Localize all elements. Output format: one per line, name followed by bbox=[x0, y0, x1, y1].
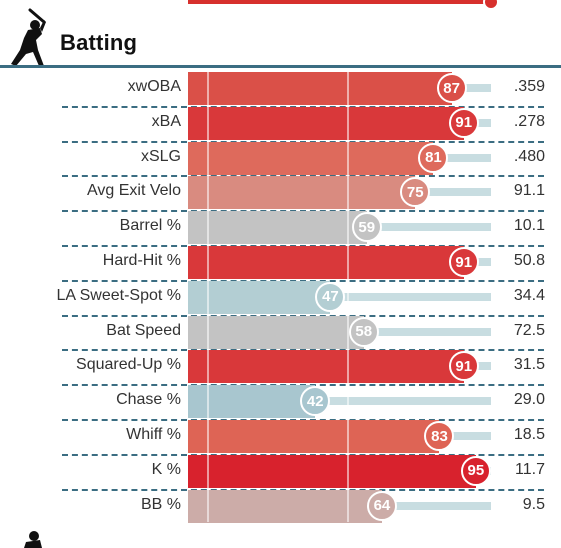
percentile-bubble: 91 bbox=[448, 247, 479, 277]
percentile-bar bbox=[188, 246, 464, 279]
stat-row: Chase % 42 29.0 bbox=[0, 385, 561, 420]
percentile-bar bbox=[188, 141, 434, 175]
pitcher-icon bbox=[24, 531, 42, 548]
metric-label: BB % bbox=[140, 495, 181, 513]
stat-row: Barrel % 59 10.1 bbox=[0, 211, 561, 246]
percentile-bubble: 47 bbox=[315, 281, 346, 312]
stat-row: xSLG 81 .480 bbox=[0, 141, 561, 177]
metric-label: xBA bbox=[151, 112, 181, 130]
percentile-track bbox=[188, 397, 491, 406]
percentile-bubble: 58 bbox=[348, 316, 379, 347]
percentile-bar bbox=[188, 489, 382, 523]
metric-value: 50.8 bbox=[513, 252, 545, 269]
percentile-bar bbox=[188, 176, 416, 210]
metric-value: 91.1 bbox=[513, 182, 545, 200]
percentile-bar bbox=[188, 420, 440, 453]
percentile-bubble: 81 bbox=[418, 142, 449, 173]
stat-row: K % 95 11.7 bbox=[0, 454, 561, 490]
metric-value: 9.5 bbox=[522, 495, 545, 513]
percentile-bubble: 91 bbox=[448, 351, 479, 382]
stat-row: xwOBA 87 .359 bbox=[0, 72, 561, 107]
percentile-bar bbox=[188, 385, 316, 419]
percentile-bar bbox=[188, 454, 476, 488]
percentile-bubble: 87 bbox=[436, 73, 467, 103]
metric-label: LA Sweet-Spot % bbox=[56, 286, 181, 304]
metric-value: .480 bbox=[513, 147, 545, 165]
percentile-bar bbox=[188, 72, 452, 105]
stat-row: xBA 91 .278 bbox=[0, 106, 561, 142]
percentile-bubble: 95 bbox=[460, 455, 491, 486]
percentile-bar bbox=[188, 350, 464, 384]
percentile-bubble: 64 bbox=[366, 490, 397, 521]
percentile-bubble: 42 bbox=[300, 386, 331, 417]
stat-row: Hard-Hit % 91 50.8 bbox=[0, 246, 561, 281]
previous-section-bar bbox=[188, 0, 491, 4]
percentile-bubble: 83 bbox=[424, 421, 455, 451]
metric-value: 18.5 bbox=[513, 426, 545, 443]
metric-label: Whiff % bbox=[126, 426, 181, 443]
metric-label: Hard-Hit % bbox=[102, 252, 181, 269]
percentile-bar bbox=[188, 211, 367, 245]
section-title: Batting bbox=[60, 30, 138, 55]
stat-row: BB % 64 9.5 bbox=[0, 489, 561, 525]
midline-50 bbox=[347, 72, 349, 522]
metric-label: Squared-Up % bbox=[76, 356, 181, 374]
metric-label: K % bbox=[151, 460, 181, 478]
stat-row: Bat Speed 58 72.5 bbox=[0, 315, 561, 351]
metric-label: Barrel % bbox=[119, 217, 181, 235]
metric-value: 34.4 bbox=[513, 286, 545, 304]
percentile-bubble: 75 bbox=[400, 177, 431, 208]
stat-row: Whiff % 83 18.5 bbox=[0, 420, 561, 455]
stat-row: Squared-Up % 91 31.5 bbox=[0, 350, 561, 385]
metric-label: Chase % bbox=[116, 391, 181, 409]
metric-value: 31.5 bbox=[513, 356, 545, 374]
section-rule bbox=[0, 65, 561, 68]
percentile-bar bbox=[188, 280, 331, 314]
tick-line-left bbox=[207, 72, 209, 522]
metric-label: xwOBA bbox=[127, 78, 181, 95]
percentile-bar bbox=[188, 106, 464, 140]
metric-value: 29.0 bbox=[513, 391, 545, 409]
percentile-bubble: 59 bbox=[351, 212, 382, 243]
metric-value: 10.1 bbox=[513, 217, 545, 235]
metric-value: .278 bbox=[513, 112, 545, 130]
batting-section-header: Batting bbox=[0, 6, 561, 68]
previous-section-bubble bbox=[483, 0, 499, 10]
metric-label: xSLG bbox=[140, 147, 181, 165]
metric-label: Avg Exit Velo bbox=[87, 182, 181, 200]
percentile-bar bbox=[188, 315, 364, 349]
batter-icon bbox=[11, 8, 46, 66]
stat-row: LA Sweet-Spot % 47 34.4 bbox=[0, 280, 561, 316]
stat-row: Avg Exit Velo 75 91.1 bbox=[0, 176, 561, 211]
metric-value: 72.5 bbox=[513, 321, 545, 339]
metric-value: .359 bbox=[513, 78, 545, 95]
percentile-bubble: 91 bbox=[448, 107, 479, 138]
metric-value: 11.7 bbox=[515, 460, 545, 478]
metric-label: Bat Speed bbox=[106, 321, 181, 339]
